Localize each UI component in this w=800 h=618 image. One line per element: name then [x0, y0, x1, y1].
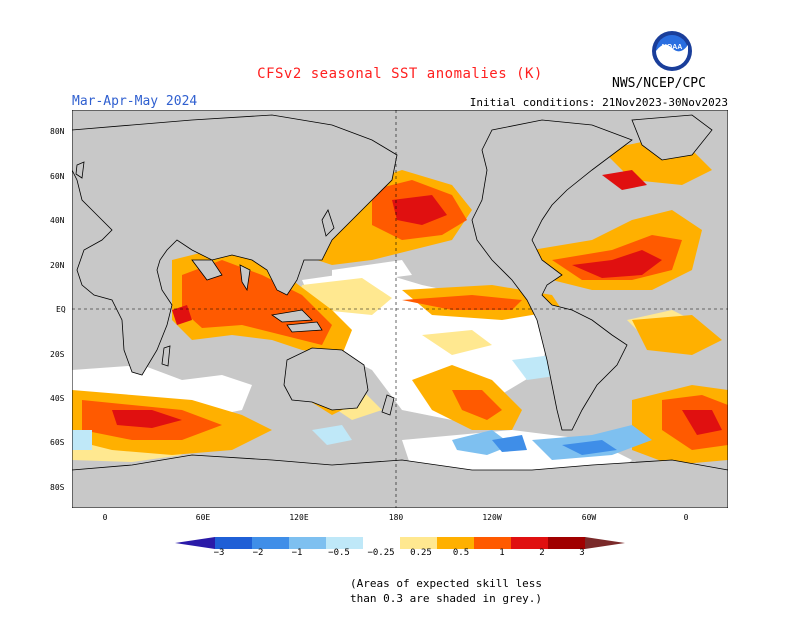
colorbar-swatch — [289, 537, 327, 549]
colorbar-min-triangle — [175, 537, 215, 549]
lat-label-eq: EQ — [56, 305, 66, 314]
colorbar-swatch — [215, 537, 253, 549]
colorbar-swatch — [326, 537, 364, 549]
colorbar-label: 0.5 — [452, 548, 470, 558]
lon-label-120w: 120W — [482, 513, 502, 522]
lat-label-80s: 80S — [50, 483, 65, 492]
lon-label-0: 0 — [102, 513, 108, 522]
lon-label-0-east: 0 — [683, 513, 689, 522]
colorbar-swatch — [252, 537, 290, 549]
colorbar-label: −3 — [213, 548, 225, 558]
lat-label-60n: 60N — [50, 172, 65, 181]
colorbar-max-triangle — [585, 537, 625, 549]
colorbar-label: −0.25 — [367, 548, 395, 558]
lon-label-120e: 120E — [289, 513, 309, 522]
colorbar-swatch — [400, 537, 438, 549]
colorbar — [175, 537, 625, 549]
colorbar-swatch — [437, 537, 475, 549]
colorbar-label: 1 — [499, 548, 505, 558]
agency-label: NWS/NCEP/CPC — [612, 76, 706, 91]
colorbar-label: 2 — [539, 548, 545, 558]
lat-label-60s: 60S — [50, 438, 65, 447]
lat-label-80n: 80N — [50, 127, 65, 136]
lat-label-20s: 20S — [50, 350, 65, 359]
skill-note-line-1: (Areas of expected skill less — [350, 577, 543, 590]
lat-label-40n: 40N — [50, 216, 65, 225]
svg-text:NOAA: NOAA — [662, 44, 683, 51]
season-label: Mar-Apr-May 2024 — [72, 94, 198, 109]
colorbar-swatch — [548, 537, 586, 549]
map-title: CFSv2 seasonal SST anomalies (K) — [257, 66, 543, 82]
lon-label-60e: 60E — [195, 513, 211, 522]
colorbar-swatch — [474, 537, 512, 549]
colorbar-label: −0.5 — [328, 548, 350, 558]
initial-conditions-label: Initial conditions: 21Nov2023-30Nov2023 — [469, 96, 728, 109]
colorbar-label: −2 — [252, 548, 264, 558]
colorbar-label: −1 — [291, 548, 303, 558]
lat-label-40s: 40S — [50, 394, 65, 403]
anomaly-2-3-regions — [112, 170, 722, 435]
colorbar-label: 3 — [579, 548, 585, 558]
lon-label-60w: 60W — [581, 513, 597, 522]
colorbar-swatch — [363, 537, 401, 549]
skill-note: (Areas of expected skill less than 0.3 a… — [350, 576, 542, 606]
continent-outlines — [72, 114, 728, 508]
lat-label-20n: 20N — [50, 261, 65, 270]
skill-note-line-2: than 0.3 are shaded in grey.) — [350, 592, 543, 605]
lon-label-180: 180 — [388, 513, 404, 522]
sst-anomaly-map — [72, 110, 728, 508]
colorbar-swatch — [511, 537, 549, 549]
colorbar-label: 0.25 — [410, 548, 432, 558]
noaa-logo-icon: NOAA — [652, 31, 692, 71]
